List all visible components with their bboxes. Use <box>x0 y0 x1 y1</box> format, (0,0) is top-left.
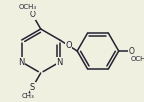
Text: N: N <box>57 58 63 67</box>
Text: OCH₃: OCH₃ <box>130 56 144 62</box>
Text: O: O <box>65 41 72 50</box>
Text: O: O <box>128 47 134 55</box>
Text: CH₃: CH₃ <box>21 93 34 99</box>
Text: N: N <box>18 58 25 67</box>
Text: O: O <box>30 10 35 19</box>
Text: S: S <box>30 83 35 92</box>
Text: OCH₃: OCH₃ <box>19 4 37 10</box>
